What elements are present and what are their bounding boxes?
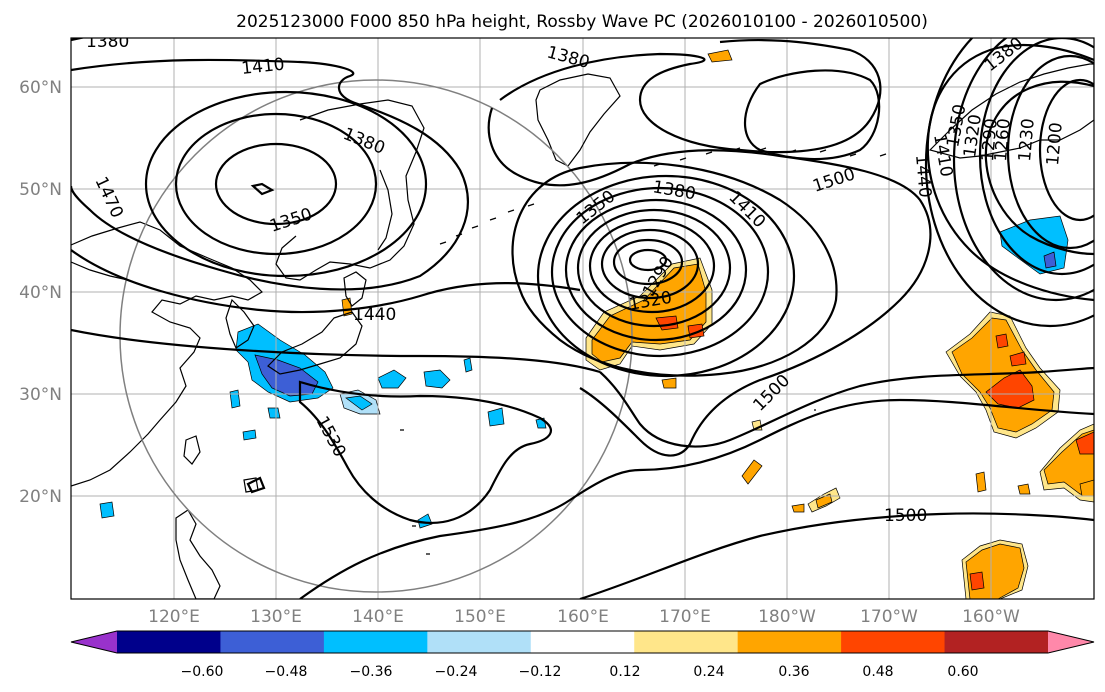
lon-label: 140°E [352, 607, 404, 627]
map-panel: 1380 1410 1470 1350 1380 1440 1530 1380 … [71, 32, 1094, 599]
lon-label: 160°E [557, 607, 609, 627]
contour-label: 1380 [86, 32, 129, 52]
colorbar-outline [70, 630, 1095, 654]
lat-label: 40°N [19, 283, 62, 303]
colorbar-tick-label: −0.48 [265, 664, 308, 680]
contour-label: 1200 [1043, 122, 1067, 167]
lat-label: 30°N [19, 385, 62, 405]
map-frame [70, 37, 1095, 600]
colorbar-tick-label: 0.12 [609, 664, 640, 680]
colorbar-tick-label: −0.36 [350, 664, 393, 680]
colorbar-extend-low [71, 631, 117, 653]
colorbar-tick-label: 0.36 [778, 664, 809, 680]
colorbar-segment [323, 631, 428, 653]
lon-label: 160°W [962, 607, 1020, 627]
contour-label: 1230 [1015, 118, 1039, 163]
contour-label: 1410 [240, 55, 285, 79]
colorbar-segment [944, 631, 1049, 653]
colorbar-extend-high [1048, 631, 1094, 653]
colorbar-segment [117, 631, 221, 653]
colorbar-tick-label: 0.60 [947, 664, 978, 680]
contour-label: 1440 [911, 154, 935, 199]
colorbar-tick-label: 0.24 [693, 664, 724, 680]
colorbar [70, 630, 1095, 654]
lon-label: 130°E [250, 607, 302, 627]
lon-labels: 120°E 130°E 140°E 150°E 160°E 170°E 180°… [148, 607, 1020, 627]
lon-label: 170°W [860, 607, 918, 627]
lon-label: 180°W [758, 607, 816, 627]
lat-label: 50°N [19, 180, 62, 200]
lon-label: 150°E [454, 607, 506, 627]
lon-label: 170°E [659, 607, 711, 627]
colorbar-segment [220, 631, 325, 653]
colorbar-tick-label: −0.60 [181, 664, 224, 680]
contour-label: 1440 [353, 305, 396, 325]
contour-label: 1260 [991, 118, 1015, 163]
lat-labels: 60°N 50°N 40°N 30°N 20°N [19, 78, 62, 507]
height-contours [71, 38, 1094, 599]
contour-label: 1290 [978, 118, 1002, 163]
gridlines [71, 38, 1094, 599]
colorbar-segment [841, 631, 946, 653]
colorbar-segment [530, 631, 635, 653]
colorbar-tick-label: −0.12 [519, 664, 562, 680]
map-title: 2025123000 F000 850 hPa height, Rossby W… [236, 12, 928, 32]
coastlines [71, 63, 1094, 599]
radius-circle [119, 79, 633, 593]
colorbar-tick-label: −0.24 [435, 664, 478, 680]
lon-label: 120°E [148, 607, 200, 627]
colorbar-segment [427, 631, 532, 653]
colorbar-tick-label: 0.48 [862, 664, 893, 680]
lat-label: 20°N [19, 487, 62, 507]
lat-label: 60°N [19, 78, 62, 98]
colorbar-segment [737, 631, 842, 653]
colorbar-tick-labels: −0.60 −0.48 −0.36 −0.24 −0.12 0.12 0.24 … [181, 664, 979, 680]
contour-label: 1500 [884, 506, 927, 526]
colorbar-segment [634, 631, 739, 653]
